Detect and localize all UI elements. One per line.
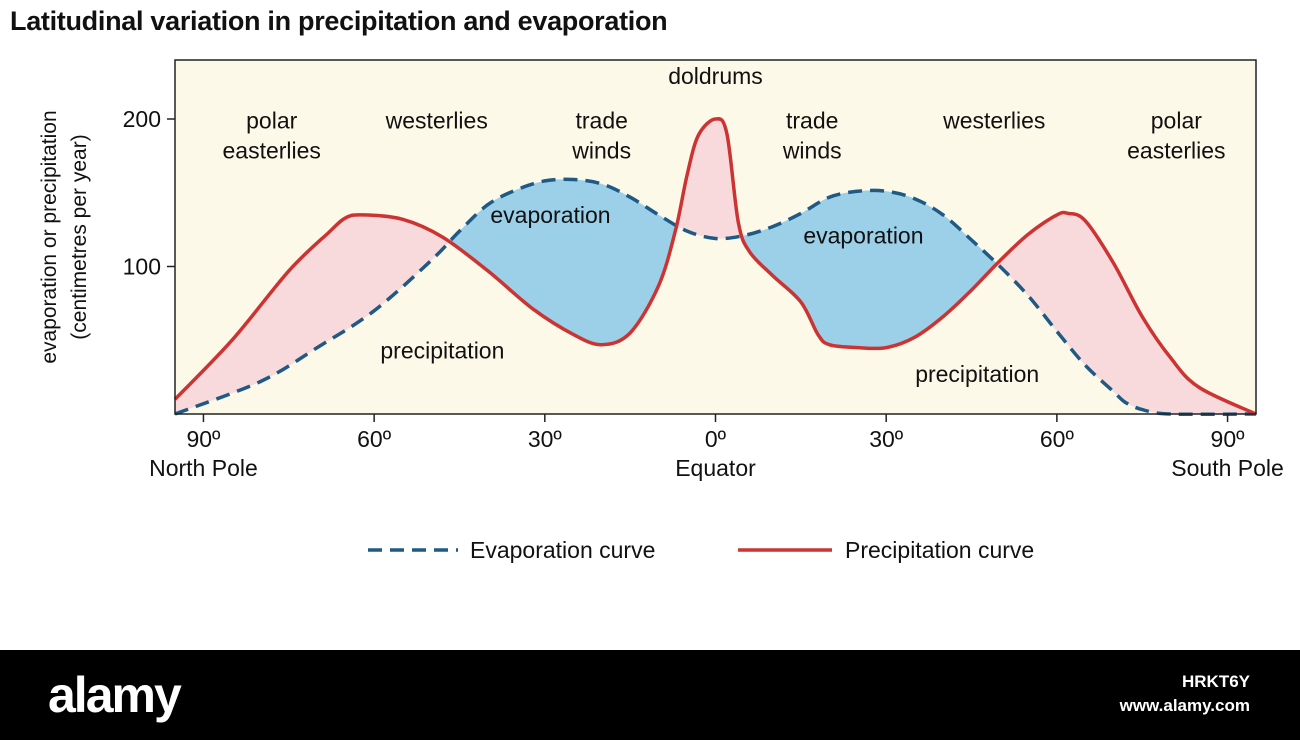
annotations: polar easterlies westerlies trade winds doldr… bbox=[223, 63, 1226, 387]
legend-evaporation-label: Evaporation curve bbox=[470, 537, 655, 563]
series-lines bbox=[173, 117, 1257, 417]
region-label: winds bbox=[782, 137, 842, 163]
footer-image-code: HRKT6Y bbox=[1181, 672, 1250, 691]
region-label: easterlies bbox=[1127, 137, 1225, 163]
curve-label: evaporation bbox=[803, 223, 923, 249]
precipitation-curve-line bbox=[173, 117, 1257, 416]
x-tick-sublabel: South Pole bbox=[1171, 455, 1284, 481]
region-label: winds bbox=[571, 137, 631, 163]
overlap-area bbox=[175, 179, 1256, 415]
x-tick-label: 90º bbox=[186, 426, 221, 452]
y-tick-label: 200 bbox=[123, 106, 161, 132]
x-tick-sublabel: Equator bbox=[675, 455, 756, 481]
region-label: doldrums bbox=[668, 63, 763, 89]
x-tick-label: 30º bbox=[869, 426, 904, 452]
curve-label: precipitation bbox=[380, 338, 504, 364]
x-tick-label: 60º bbox=[1040, 426, 1075, 452]
footer-url: www.alamy.com bbox=[1119, 696, 1250, 715]
legend-precipitation-label: Precipitation curve bbox=[845, 537, 1034, 563]
curve-label: evaporation bbox=[490, 202, 610, 228]
fill-areas bbox=[175, 118, 1256, 415]
y-tick-label: 100 bbox=[123, 254, 161, 280]
chart-title: Latitudinal variation in precipitation a… bbox=[10, 6, 668, 36]
curve-label: precipitation bbox=[915, 361, 1039, 387]
x-tick-label: 0º bbox=[705, 426, 727, 452]
region-label: westerlies bbox=[385, 107, 488, 133]
x-tick-sublabel: North Pole bbox=[149, 455, 258, 481]
y-axis-label: evaporation or precipitation (centimetres… bbox=[38, 110, 91, 363]
region-label: easterlies bbox=[223, 137, 321, 163]
region-label: westerlies bbox=[942, 107, 1045, 133]
region-label: polar bbox=[1151, 107, 1202, 133]
y-axis-label-line2: (centimetres per year) bbox=[68, 134, 91, 339]
chart-svg: 100 200 90º North Pole 60º 30º 0º Equator 30º 60º… bbox=[38, 59, 1284, 563]
region-label: polar bbox=[246, 107, 297, 133]
axes: 100 200 90º North Pole 60º 30º 0º Equator 30º 60º… bbox=[123, 106, 1284, 481]
footer-brand: alamy bbox=[48, 667, 182, 723]
legend: Evaporation curve Precipitation curve bbox=[368, 537, 1034, 563]
x-tick-label: 60º bbox=[357, 426, 392, 452]
x-tick-label: 30º bbox=[528, 426, 563, 452]
footer-bar: alamy HRKT6Y www.alamy.com bbox=[0, 650, 1300, 740]
region-label: trade bbox=[786, 107, 838, 133]
x-tick-label: 90º bbox=[1211, 426, 1246, 452]
evaporation-curve-line bbox=[174, 177, 1257, 417]
region-label: trade bbox=[575, 107, 627, 133]
y-axis-label-line1: evaporation or precipitation bbox=[38, 110, 61, 363]
